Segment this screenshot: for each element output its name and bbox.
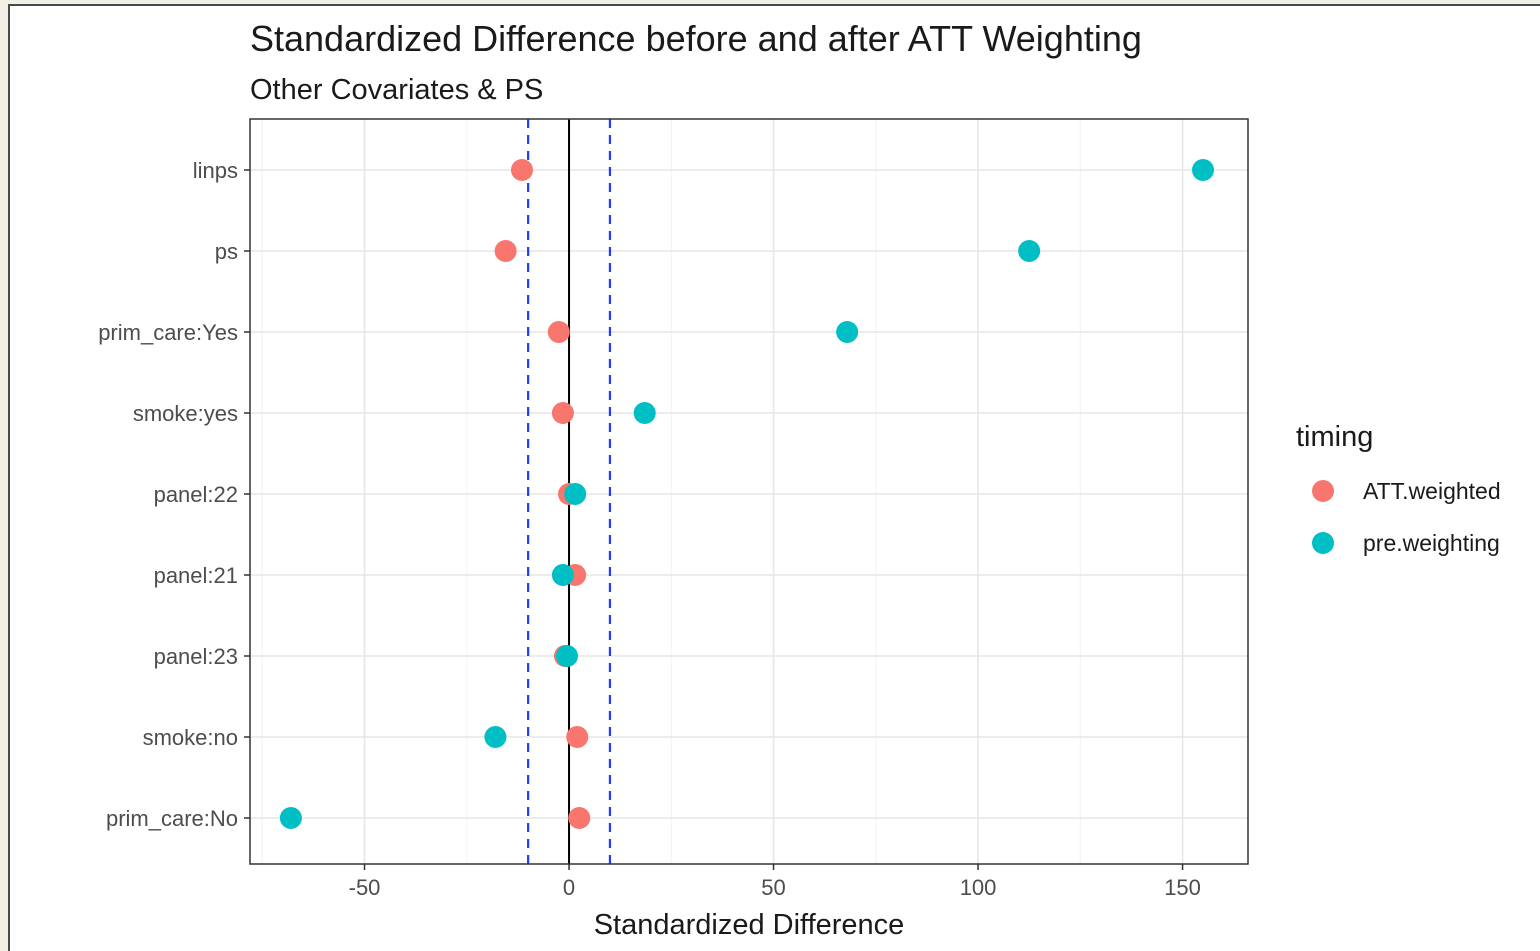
point-pre-weighting xyxy=(836,321,859,343)
legend-key-pre-weighting xyxy=(1312,532,1334,554)
x-tick-label: 100 xyxy=(960,875,997,900)
point-att-weighted xyxy=(551,402,574,424)
y-tick-label: smoke:yes xyxy=(133,401,238,426)
point-att-weighted xyxy=(568,807,591,829)
y-axis: linps ps prim_care:Yes smoke:yes panel:22 pan… xyxy=(98,158,250,831)
x-tick-label: 0 xyxy=(563,875,575,900)
y-tick-label: ps xyxy=(215,239,238,264)
point-pre-weighting xyxy=(484,726,507,748)
y-tick-label: panel:23 xyxy=(154,644,238,669)
data-points xyxy=(279,159,1215,829)
point-pre-weighting xyxy=(1192,159,1215,181)
y-tick-label: linps xyxy=(193,158,238,183)
chart-subtitle: Other Covariates & PS xyxy=(250,74,543,106)
legend-label-pre-weighting: pre.weighting xyxy=(1363,530,1500,556)
chart-svg: Standardized Difference before and after… xyxy=(98,18,1501,941)
point-pre-weighting xyxy=(564,483,587,505)
chart-frame: Standardized Difference before and after… xyxy=(8,4,1540,951)
point-att-weighted xyxy=(510,159,533,181)
point-pre-weighting xyxy=(551,564,574,586)
point-att-weighted xyxy=(494,240,517,262)
plot-panel xyxy=(250,119,1248,864)
x-tick-label: 150 xyxy=(1164,875,1201,900)
point-att-weighted xyxy=(566,726,589,748)
x-tick-label: -50 xyxy=(349,875,381,900)
legend-key-att-weighted xyxy=(1312,480,1334,502)
point-pre-weighting xyxy=(555,645,578,667)
point-pre-weighting xyxy=(633,402,656,424)
point-att-weighted xyxy=(547,321,570,343)
y-tick-label: prim_care:No xyxy=(106,806,238,831)
grid-lines xyxy=(250,119,1248,864)
y-tick-label: prim_care:Yes xyxy=(98,320,238,345)
x-axis-label: Standardized Difference xyxy=(594,909,905,941)
chart-title: Standardized Difference before and after… xyxy=(250,18,1142,59)
x-axis: -50 0 50 100 150 xyxy=(349,864,1201,900)
point-pre-weighting xyxy=(1018,240,1041,262)
legend-label-att-weighted: ATT.weighted xyxy=(1363,478,1501,504)
x-tick-label: 50 xyxy=(761,875,785,900)
y-tick-label: smoke:no xyxy=(143,725,238,750)
y-tick-label: panel:22 xyxy=(154,482,238,507)
plot-panel-border xyxy=(249,118,1249,865)
legend: timing ATT.weighted pre.weighting xyxy=(1296,421,1501,556)
point-pre-weighting xyxy=(279,807,302,829)
legend-title: timing xyxy=(1296,421,1373,453)
y-tick-label: panel:21 xyxy=(154,563,238,588)
